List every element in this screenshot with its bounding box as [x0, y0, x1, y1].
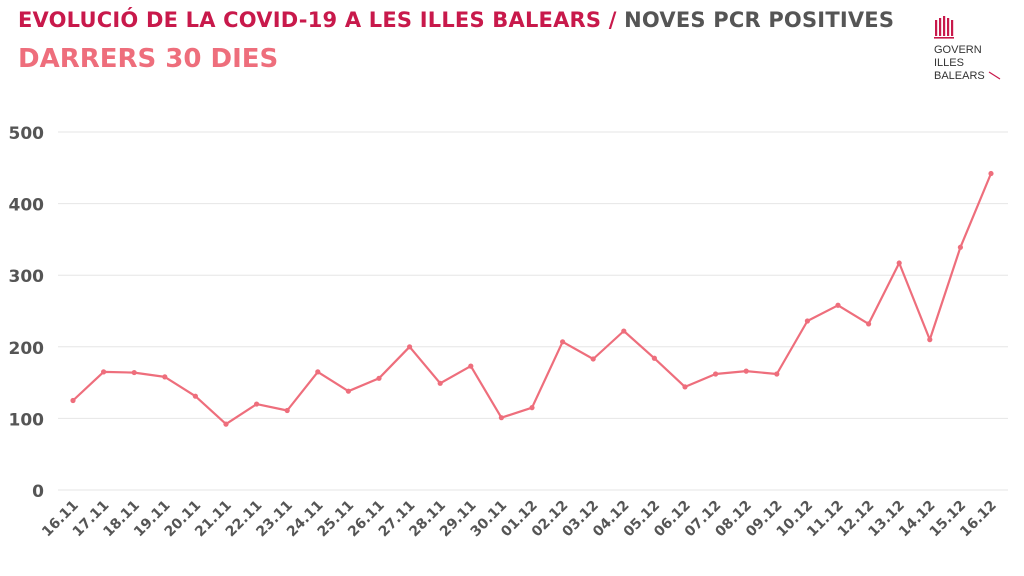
data-point [254, 401, 260, 407]
data-point [988, 170, 994, 177]
logo-line-3: BALEARS [934, 70, 985, 82]
logo-line-2: ILLES [934, 57, 964, 69]
y-tick-label: 0 [32, 482, 44, 502]
data-point [70, 397, 76, 404]
data-point [101, 369, 107, 375]
series-layer [70, 170, 994, 427]
govern-logo-text: GOVERN ILLES BALEARS [934, 44, 985, 83]
x-axis-ticks: 16.1117.1118.1119.1120.1121.1122.1123.11… [39, 498, 1000, 541]
chart-title-sub: NOVES PCR POSITIVES [624, 8, 895, 32]
govern-logo: GOVERN ILLES BALEARS [934, 14, 1004, 94]
chart-title: EVOLUCIÓ DE LA COVID-19 A LES ILLES BALE… [18, 8, 894, 32]
series-line [72, 173, 993, 426]
data-point [345, 388, 351, 394]
data-point [131, 369, 137, 376]
data-point [223, 421, 229, 427]
data-point [835, 302, 841, 308]
y-tick-label: 200 [9, 339, 45, 359]
data-point [743, 368, 749, 374]
data-point [529, 405, 535, 411]
y-tick-label: 300 [9, 267, 45, 287]
logo-slash-icon [988, 71, 1001, 80]
logo-line-1: GOVERN [934, 44, 982, 56]
data-point [162, 374, 168, 380]
data-point [590, 356, 596, 362]
chart-title-separator: / [601, 8, 625, 32]
data-point [774, 371, 780, 377]
govern-illes-balears-logo-icon [934, 16, 954, 39]
data-point [407, 344, 413, 350]
data-point [713, 371, 719, 377]
data-point [376, 375, 382, 381]
data-point [468, 363, 474, 369]
data-point [651, 355, 658, 361]
y-axis-ticks: 0 100 200 300 400 500 [9, 124, 45, 502]
data-point [896, 260, 902, 266]
data-point [682, 384, 688, 390]
data-point [957, 244, 964, 250]
data-point [437, 380, 443, 386]
data-point [927, 337, 933, 343]
y-tick-label: 500 [9, 124, 45, 144]
y-tick-label: 400 [9, 196, 45, 216]
data-point [284, 407, 290, 414]
data-point [192, 393, 198, 399]
data-point [498, 415, 504, 421]
data-point [560, 339, 566, 345]
chart-title-main: EVOLUCIÓ DE LA COVID-19 A LES ILLES BALE… [18, 8, 602, 32]
data-point [315, 369, 321, 375]
y-tick-label: 100 [9, 410, 45, 430]
data-point [866, 321, 872, 327]
chart-subtitle: DARRERS 30 DIES [18, 44, 279, 74]
data-point [621, 328, 627, 334]
data-point [804, 318, 811, 324]
grid-lines [58, 131, 1008, 491]
